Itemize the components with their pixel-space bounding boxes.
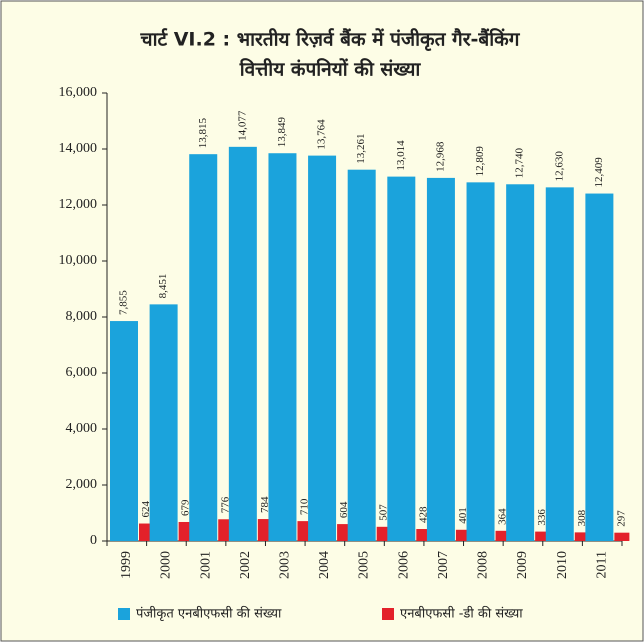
x-tick-label: 2006 [396,551,411,579]
value-label: 507 [378,504,390,521]
value-label: 308 [576,509,588,526]
bar [495,530,511,541]
y-tick-label: 6,000 [66,365,98,380]
bar [268,153,297,541]
x-tick-label: 2010 [555,551,570,579]
bar [228,146,257,541]
bar [574,532,590,541]
value-label: 13,261 [355,133,367,163]
value-label: 784 [259,496,271,513]
y-tick-label: 8,000 [66,309,98,324]
value-label: 12,809 [474,146,486,177]
x-tick-label: 2003 [277,551,292,579]
bar [347,169,376,541]
legend-swatch [382,608,394,620]
value-label: 8,451 [157,274,169,299]
bar [466,182,495,541]
bar [455,529,471,541]
y-tick-label: 2,000 [66,477,98,492]
value-label: 13,815 [197,117,209,148]
value-label: 401 [457,507,469,524]
value-label: 679 [180,499,192,516]
chart-title: चार्ट VI.2 : भारतीय रिज़र्व बैंक में पंज… [140,28,521,52]
bar [149,304,178,541]
x-tick-label: 2011 [594,551,609,578]
bar [387,176,416,541]
value-label: 428 [417,506,429,523]
value-label: 364 [497,508,509,525]
x-tick-label: 2004 [317,551,332,579]
x-tick-label: 2005 [357,551,372,579]
x-tick-label: 2009 [515,551,530,579]
x-tick-label: 2002 [238,551,253,579]
value-label: 624 [140,501,152,518]
y-tick-label: 10,000 [59,253,98,268]
bar [189,154,218,541]
x-tick-label: 2008 [476,551,491,579]
y-tick-label: 0 [90,533,97,548]
legend-swatch [118,608,130,620]
value-label: 13,764 [316,119,328,150]
bar [308,155,337,541]
value-label: 776 [219,496,231,513]
x-tick-label: 2007 [436,551,451,579]
value-label: 14,077 [236,110,248,141]
y-tick-label: 12,000 [59,197,98,212]
bar [110,321,138,541]
value-label: 12,740 [514,148,526,179]
value-label: 710 [298,498,310,515]
value-label: 336 [536,509,548,526]
value-label: 13,014 [395,140,407,171]
value-label: 7,855 [118,290,130,315]
bar [426,177,455,541]
y-tick-label: 16,000 [59,85,98,100]
y-tick-label: 4,000 [66,421,98,436]
value-label: 604 [338,501,350,518]
bar [506,184,535,541]
x-tick-label: 1999 [119,551,134,579]
value-label: 12,409 [593,157,605,188]
bar [614,532,630,541]
bar [585,193,614,541]
legend-label: एनबीएफसी -डी की संख्या [400,606,523,622]
legend-label: पंजीकृत एनबीएफसी की संख्या [136,606,282,622]
y-tick-label: 14,000 [59,141,98,156]
bar [535,531,551,541]
value-label: 297 [615,510,627,527]
value-label: 12,630 [553,151,565,182]
value-label: 12,968 [434,141,446,172]
value-label: 13,849 [276,116,288,147]
bar [545,187,574,542]
x-tick-label: 2000 [159,551,174,579]
bar [416,529,432,541]
chart-title: वित्तीय कंपनियों की संख्या [239,58,422,81]
x-tick-label: 2001 [198,551,213,579]
